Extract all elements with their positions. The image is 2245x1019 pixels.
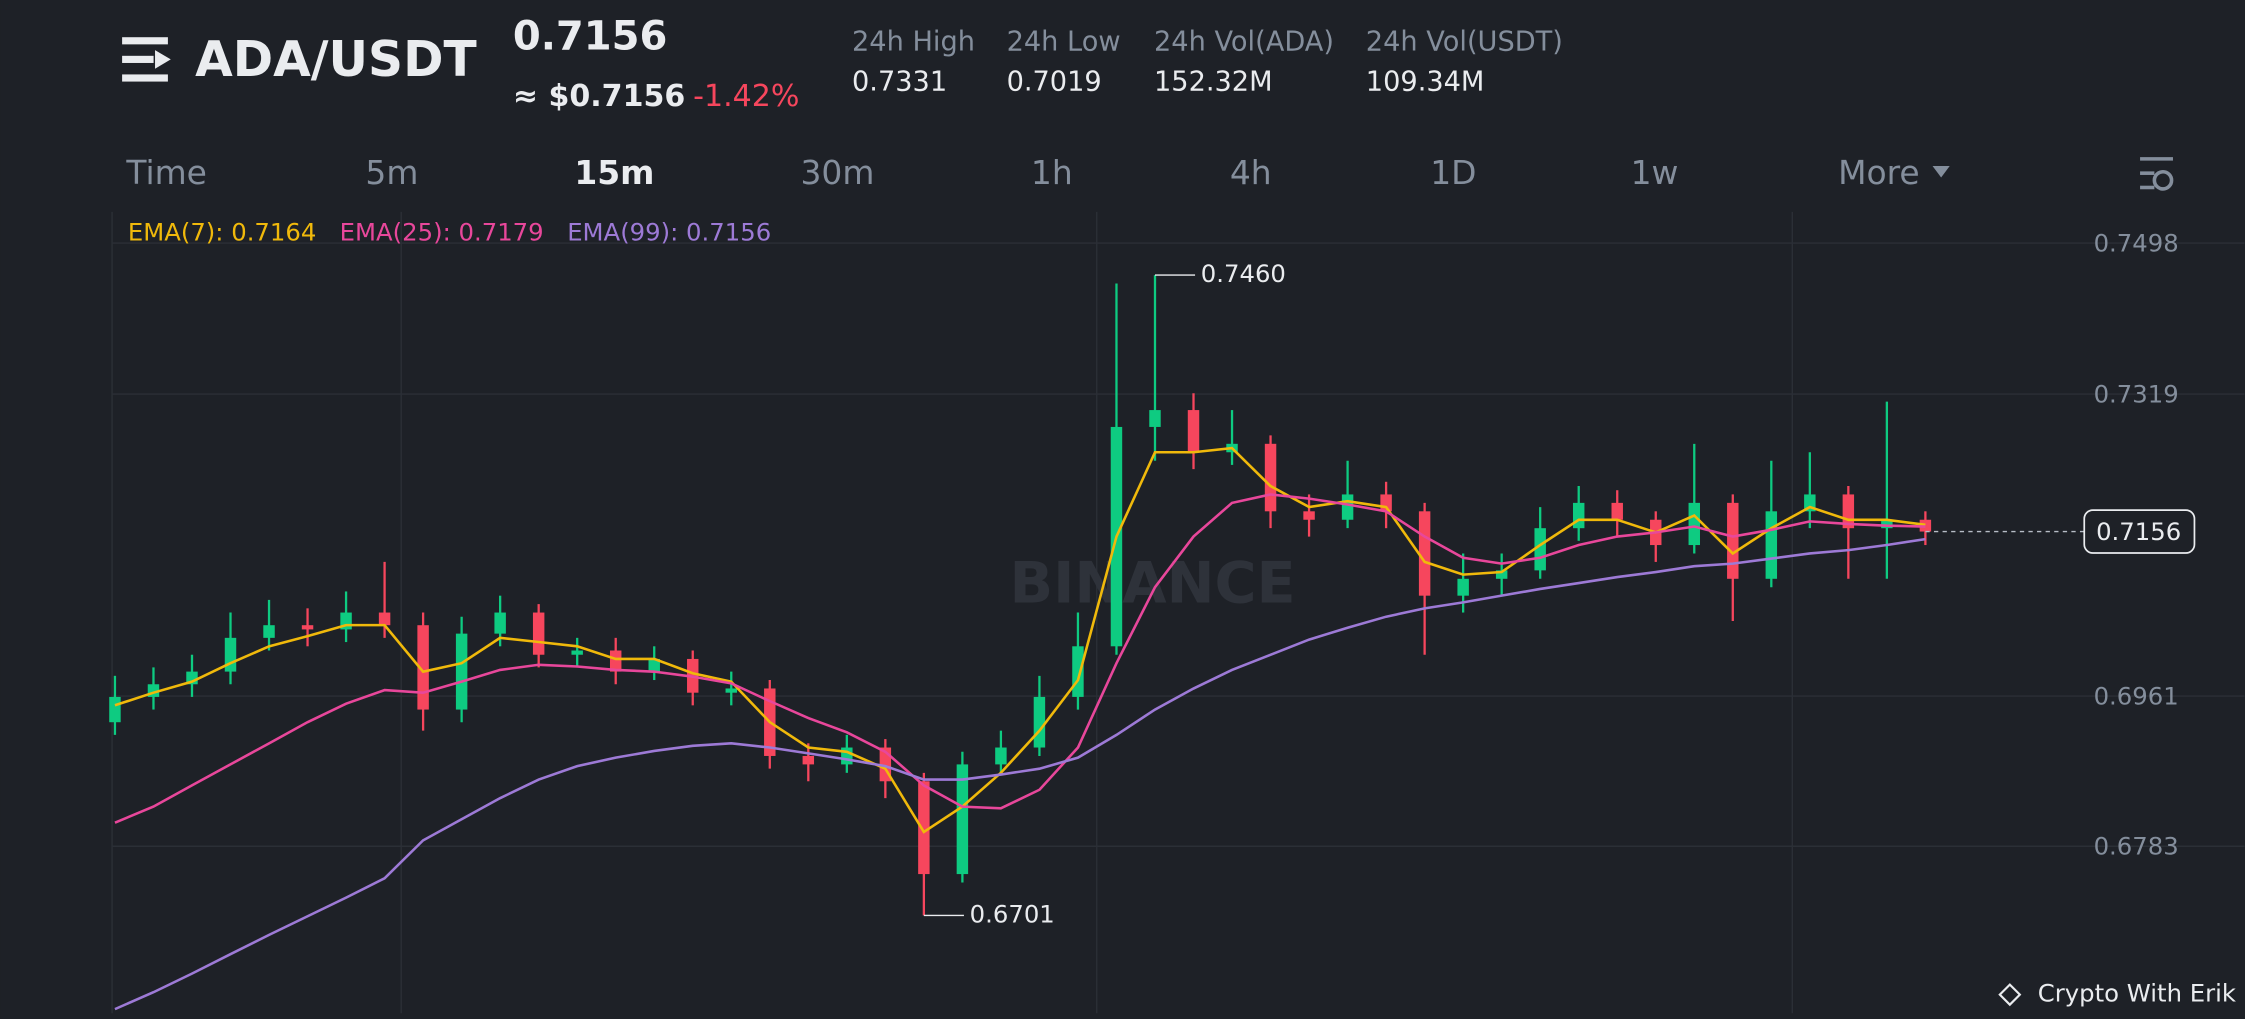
candle-body	[1149, 410, 1161, 427]
tab[interactable]: More	[1838, 153, 1920, 192]
candle-body	[802, 755, 815, 765]
candle-body	[147, 684, 160, 697]
tab[interactable]: 30m	[800, 153, 874, 192]
candle-body	[1804, 494, 1816, 512]
candle-body	[1881, 519, 1893, 529]
candle-body	[1418, 511, 1431, 596]
candle-body	[609, 650, 622, 672]
last-price-label: 0.7156	[2096, 517, 2181, 546]
credit-icon	[1998, 983, 2022, 1007]
tab[interactable]: 1h	[1031, 153, 1073, 192]
stat-value: 109.34M	[1366, 67, 1485, 98]
candle-body	[918, 781, 930, 875]
candle-body	[841, 747, 853, 765]
candle-body	[648, 658, 660, 672]
stat-value: 0.7019	[1007, 67, 1102, 98]
last-price: 0.7156	[513, 14, 668, 60]
ema-line	[114, 537, 1926, 1011]
legend-entry: EMA(25): 0.7179	[340, 217, 544, 246]
candle-body	[1611, 502, 1623, 520]
menu-icon[interactable]	[122, 37, 171, 82]
candle-body	[1341, 494, 1354, 520]
settings-icon[interactable]	[2140, 157, 2174, 191]
candle-body	[224, 637, 237, 672]
tab[interactable]: 1D	[1430, 153, 1476, 192]
candle-body	[956, 764, 969, 875]
candle-body	[1842, 494, 1855, 529]
candle-body	[1727, 502, 1739, 579]
tab[interactable]: 1w	[1631, 153, 1679, 192]
candle-body	[301, 625, 314, 630]
stat-value: 0.7331	[852, 67, 947, 98]
candle-body	[1495, 570, 1508, 579]
candle-body	[1534, 528, 1546, 571]
candle-body	[571, 650, 583, 655]
tab[interactable]: 4h	[1230, 153, 1272, 192]
candle-body	[109, 696, 121, 723]
y-tick-label: 0.6783	[2094, 832, 2179, 861]
candle-body	[995, 747, 1007, 765]
candle-body	[340, 612, 352, 630]
candle-body	[1033, 696, 1046, 748]
stats: 24h High 0.7331 24h Low 0.7019 24h Vol(ADA) 1…	[852, 26, 1563, 97]
stat-label: 24h Vol(USDT)	[1366, 26, 1563, 57]
candle-body	[1688, 502, 1700, 546]
last-price-tag	[2083, 509, 2196, 554]
legend-entry: EMA(7): 0.7164	[128, 217, 317, 246]
price-change: -1.42%	[693, 79, 799, 114]
tab[interactable]: 15m	[574, 153, 654, 192]
candle-body	[1187, 410, 1200, 453]
stat-label: 24h Vol(ADA)	[1154, 26, 1334, 57]
candle-body	[1264, 443, 1277, 512]
tab[interactable]: 5m	[365, 153, 418, 192]
legend-entry: EMA(99): 0.7156	[567, 217, 771, 246]
candle-body	[879, 747, 892, 782]
candle-body	[532, 612, 545, 655]
candle-body	[725, 688, 737, 693]
candle-body	[417, 625, 429, 710]
more-arrow[interactable]	[1932, 166, 1950, 178]
candle-body	[494, 612, 506, 634]
ema-line	[114, 493, 1926, 824]
low-label: 0.6701	[970, 899, 1055, 928]
stat-label: 24h Low	[1007, 26, 1121, 57]
candle-body	[1072, 646, 1084, 697]
candle-body	[263, 625, 275, 638]
stat-value: 152.32M	[1154, 67, 1273, 98]
pair[interactable]: ADA/USDT	[195, 32, 477, 88]
candle-body	[1303, 511, 1315, 520]
candle-body	[1765, 511, 1778, 579]
candle-body	[455, 633, 468, 710]
candle-body	[1457, 578, 1469, 596]
y-tick-label: 0.7319	[2094, 379, 2179, 408]
y-tick-label: 0.7498	[2094, 228, 2179, 257]
watermark: BINANCE	[1009, 550, 1295, 616]
tabs: Time 5m 15m 30m 1h 4h 1D 1w More	[125, 153, 1919, 192]
price-usd: ≈ $0.7156	[513, 79, 686, 114]
chart: 0.7498 0.7319 0.6961 0.6783 BINANCE EMA(7): 0…	[109, 211, 2245, 1014]
candle-body	[186, 671, 198, 685]
credit: Crypto With Erik	[2038, 979, 2237, 1008]
ema-line	[114, 446, 1926, 834]
high-label: 0.7460	[1201, 259, 1286, 288]
candle-body	[1380, 494, 1392, 512]
tab[interactable]: Time	[125, 153, 207, 192]
stat-label: 24h High	[852, 26, 975, 57]
candle-body	[1572, 502, 1585, 529]
candle-body	[378, 612, 391, 626]
y-tick-label: 0.6961	[2094, 681, 2179, 710]
